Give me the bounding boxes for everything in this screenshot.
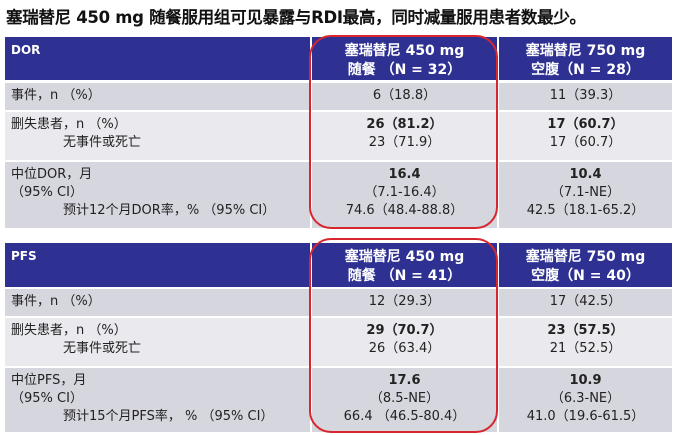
- value: 10.9: [569, 373, 602, 388]
- value: 16.4: [388, 167, 421, 182]
- value: 17（60.7）: [547, 117, 624, 132]
- value: 41.0（19.6-61.5）: [526, 409, 645, 424]
- table-label: PFS: [5, 243, 310, 287]
- col-header-450mg: 塞瑞替尼 450 mg 随餐 （N = 41）: [312, 243, 497, 287]
- cell: 17（60.7） 17（60.7）: [499, 112, 672, 160]
- col-header-line: 随餐 （N = 32）: [347, 62, 462, 78]
- table-row: 删失患者，n （%） 无事件或死亡 26（81.2） 23（71.9） 17（60.…: [5, 112, 672, 160]
- dor-table: DOR 塞瑞替尼 450 mg 随餐 （N = 32） 塞瑞替尼 750 mg 空腹…: [5, 37, 672, 229]
- row-label: 事件，n （%）: [5, 289, 310, 316]
- cell: 16.4 （7.1-16.4） 74.6（48.4-88.8）: [312, 162, 497, 228]
- cell: 12（29.3）: [312, 289, 497, 316]
- col-header-line: 塞瑞替尼 450 mg: [344, 249, 465, 265]
- highlight-ring: [309, 35, 498, 229]
- cell: 17（42.5）: [499, 289, 672, 316]
- row-label: 删失患者，n （%） 无事件或死亡: [5, 318, 310, 366]
- value: 17.6: [388, 373, 421, 388]
- table-header: DOR 塞瑞替尼 450 mg 随餐 （N = 32） 塞瑞替尼 750 mg 空腹…: [5, 37, 672, 80]
- col-header-750mg: 塞瑞替尼 750 mg 空腹（N = 40）: [499, 243, 672, 287]
- label: 删失患者，n （%）: [11, 117, 127, 132]
- value: 66.4 （46.5-80.4）: [343, 409, 466, 424]
- table-row: 中位DOR，月 （95% CI） 预计12个月DOR率，% （95% CI） 16.…: [5, 162, 672, 228]
- col-header-750mg: 塞瑞替尼 750 mg 空腹（N = 28）: [499, 37, 672, 80]
- value: （7.1-16.4）: [364, 185, 445, 200]
- table-row: 事件，n （%） 12（29.3） 17（42.5）: [5, 289, 672, 316]
- table-label: DOR: [5, 37, 310, 80]
- sub-label: 预计15个月PFS率， % （95% CI）: [63, 409, 274, 424]
- cell: 10.9 （6.3-NE） 41.0（19.6-61.5）: [499, 368, 672, 432]
- col-header-line: 空腹（N = 28）: [531, 62, 640, 78]
- col-header-line: 塞瑞替尼 450 mg: [344, 43, 465, 59]
- col-header-450mg: 塞瑞替尼 450 mg 随餐 （N = 32）: [312, 37, 497, 80]
- value: 26（63.4）: [368, 341, 441, 356]
- value: 29（70.7）: [366, 323, 443, 338]
- value: （6.3-NE）: [550, 391, 621, 406]
- sub-label: 预计12个月DOR率，% （95% CI）: [63, 203, 276, 218]
- cell: 23（57.5） 21（52.5）: [499, 318, 672, 366]
- label: 中位PFS，月: [11, 373, 87, 388]
- value: 21（52.5）: [549, 341, 622, 356]
- row-label: 中位PFS，月 （95% CI） 预计15个月PFS率， % （95% CI）: [5, 368, 310, 432]
- label: （95% CI）: [11, 391, 83, 406]
- row-label: 删失患者，n （%） 无事件或死亡: [5, 112, 310, 160]
- pfs-table: PFS 塞瑞替尼 450 mg 随餐 （N = 41） 塞瑞替尼 750 mg 空腹…: [5, 243, 672, 433]
- value: 23（71.9）: [368, 135, 441, 150]
- row-label: 中位DOR，月 （95% CI） 预计12个月DOR率，% （95% CI）: [5, 162, 310, 228]
- value: （7.1-NE）: [550, 185, 621, 200]
- slide-title: 塞瑞替尼 450 mg 随餐服用组可见暴露与RDI最高，同时减量服用患者数最少。: [6, 8, 586, 27]
- value: 23（57.5）: [547, 323, 624, 338]
- col-header-line: 空腹（N = 40）: [531, 268, 640, 284]
- col-header-line: 塞瑞替尼 750 mg: [525, 43, 646, 59]
- table-row: 删失患者，n （%） 无事件或死亡 29（70.7） 26（63.4） 23（57.…: [5, 318, 672, 366]
- table-row: 事件，n （%） 6（18.8） 11（39.3）: [5, 83, 672, 110]
- label: （95% CI）: [11, 185, 83, 200]
- value: 42.5（18.1-65.2）: [526, 203, 645, 218]
- highlight-ring: [309, 238, 498, 433]
- value: 17（60.7）: [549, 135, 622, 150]
- col-header-line: 随餐 （N = 41）: [347, 268, 462, 284]
- label: 中位DOR，月: [11, 167, 93, 182]
- cell: 11（39.3）: [499, 83, 672, 110]
- value: 10.4: [569, 167, 602, 182]
- col-header-line: 塞瑞替尼 750 mg: [525, 249, 646, 265]
- table-row: 中位PFS，月 （95% CI） 预计15个月PFS率， % （95% CI） 17…: [5, 368, 672, 432]
- value: （8.5-NE）: [369, 391, 440, 406]
- sub-label: 无事件或死亡: [63, 135, 142, 150]
- value: 74.6（48.4-88.8）: [345, 203, 464, 218]
- cell: 17.6 （8.5-NE） 66.4 （46.5-80.4）: [312, 368, 497, 432]
- label: 删失患者，n （%）: [11, 323, 127, 338]
- cell: 6（18.8）: [312, 83, 497, 110]
- cell: 26（81.2） 23（71.9）: [312, 112, 497, 160]
- cell: 10.4 （7.1-NE） 42.5（18.1-65.2）: [499, 162, 672, 228]
- cell: 29（70.7） 26（63.4）: [312, 318, 497, 366]
- table-header: PFS 塞瑞替尼 450 mg 随餐 （N = 41） 塞瑞替尼 750 mg 空腹…: [5, 243, 672, 287]
- sub-label: 无事件或死亡: [63, 341, 142, 356]
- value: 26（81.2）: [366, 117, 443, 132]
- row-label: 事件，n （%）: [5, 83, 310, 110]
